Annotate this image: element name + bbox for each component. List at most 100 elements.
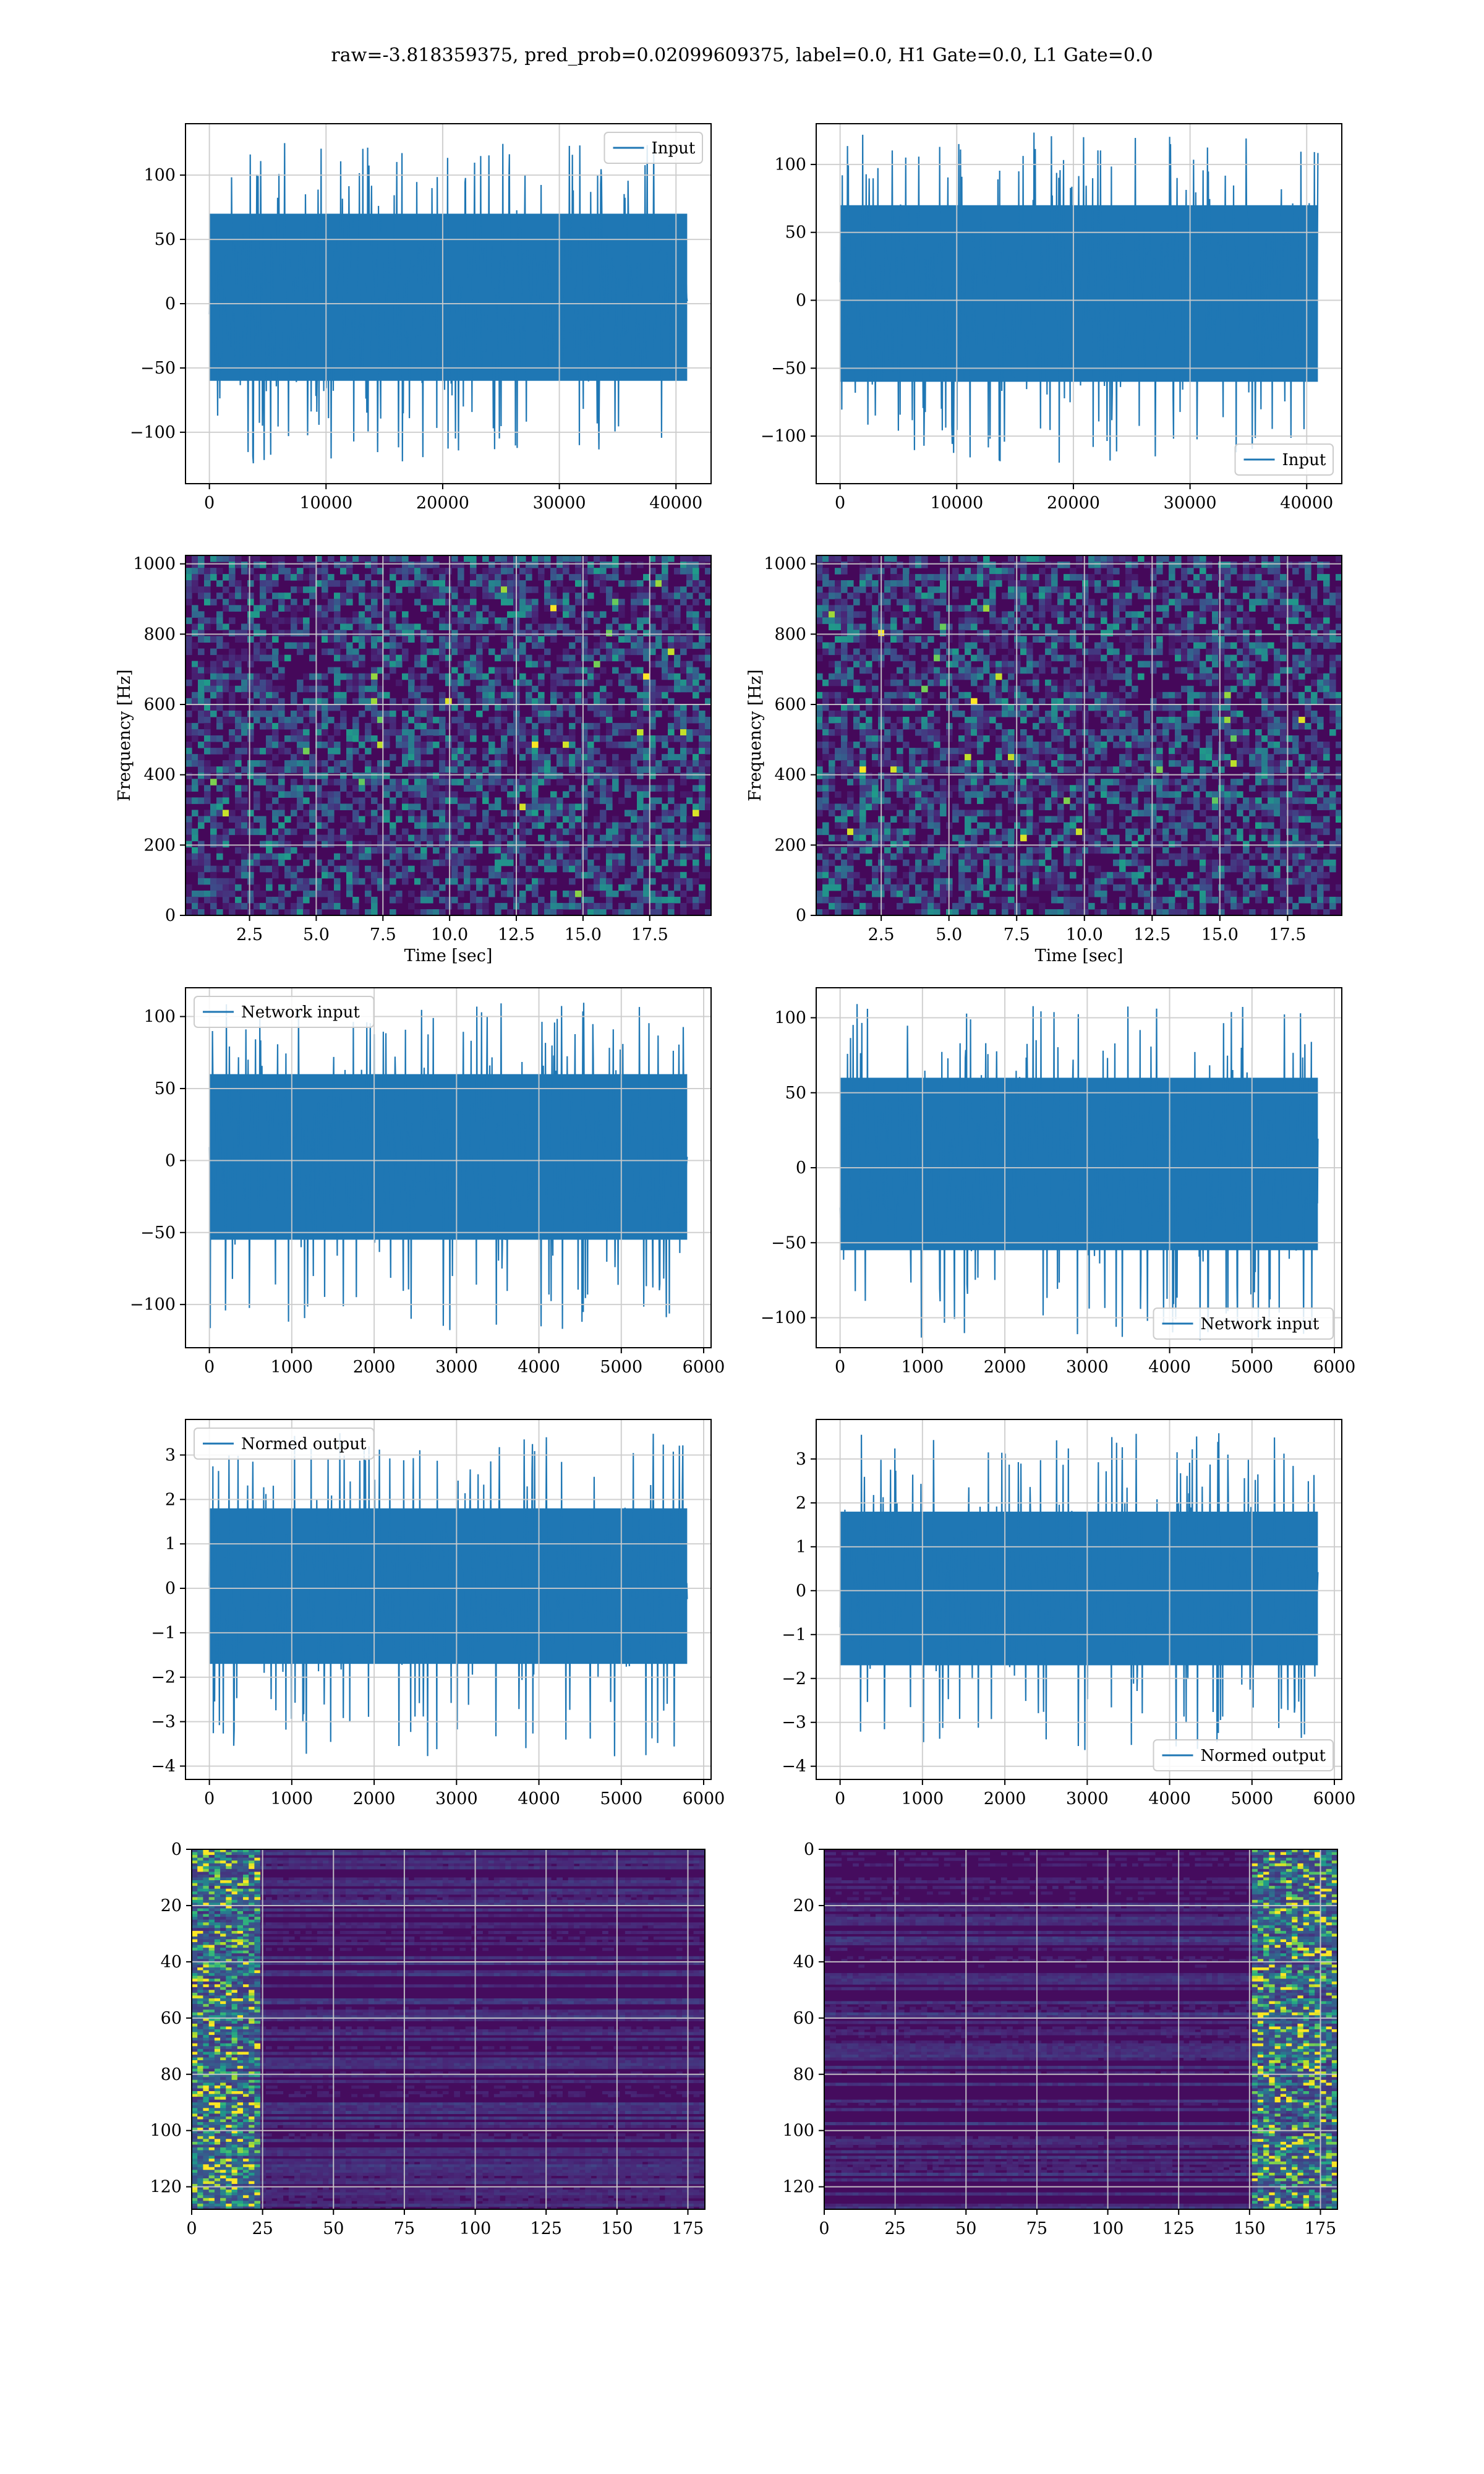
spectrogram-cell — [649, 722, 656, 730]
spectrogram-cell — [1070, 735, 1077, 742]
spectrogram-cell — [402, 878, 409, 885]
spectrogram-cell — [575, 748, 582, 755]
spectrogram-cell — [977, 580, 984, 587]
spectrogram-cell — [315, 611, 322, 618]
spectrogram-cell — [921, 785, 928, 792]
spectrogram-cell — [495, 909, 501, 915]
spectrogram-cell — [983, 636, 990, 643]
spectrogram-cell — [1187, 685, 1194, 693]
spectrogram-cell — [705, 909, 711, 915]
spectrogram-cell — [241, 859, 248, 867]
spectrogram-cell — [284, 593, 291, 599]
spectrogram-cell — [625, 722, 631, 730]
spectrogram-cell — [383, 580, 390, 587]
spectrogram-cell — [383, 661, 390, 668]
spectrogram-cell — [495, 704, 501, 711]
spectrogram-cell — [1243, 722, 1250, 730]
spectrogram-cell — [507, 685, 514, 693]
spectrogram-cell — [284, 716, 291, 724]
spectrogram-cell — [1255, 599, 1262, 606]
spectrogram-cell — [186, 593, 192, 599]
spectrogram-cell — [309, 810, 316, 816]
spectrogram-cell — [996, 691, 1002, 699]
spectrogram-cell — [575, 580, 582, 587]
spectrogram-cell — [872, 754, 879, 761]
spectrogram-cell — [563, 760, 569, 767]
spectrogram-cell — [507, 828, 514, 836]
spectrogram-cell — [427, 698, 433, 705]
spectrogram-cell — [1107, 574, 1114, 581]
spectrogram-cell — [371, 586, 378, 593]
spectrogram-cell — [575, 617, 582, 624]
spectrogram-cell — [1298, 760, 1305, 767]
spectrogram-cell — [705, 568, 711, 575]
spectrogram-cell — [1076, 623, 1083, 630]
spectrogram-cell — [532, 766, 539, 773]
spectrogram-cell — [377, 742, 384, 748]
spectrogram-cell — [1113, 654, 1120, 662]
spectrogram-cell — [439, 617, 446, 624]
spectrogram-cell — [396, 599, 403, 606]
spectrogram-cell — [829, 760, 835, 767]
spectrogram-cell — [581, 841, 588, 848]
spectrogram-cell — [934, 748, 940, 755]
spectrogram-cell — [414, 779, 421, 785]
spectrogram-cell — [1224, 754, 1231, 761]
spectrogram-cell — [216, 909, 223, 915]
spectrogram-cell — [322, 574, 328, 581]
spectrogram-cell — [847, 742, 854, 748]
spectrogram-cell — [934, 599, 940, 606]
spectrogram-cell — [229, 673, 236, 680]
spectrogram-cell — [291, 691, 297, 699]
spectrogram-cell — [1280, 580, 1287, 587]
spectrogram-cell — [699, 630, 706, 636]
spectrogram-cell — [1162, 735, 1169, 742]
spectrogram-cell — [377, 667, 384, 674]
spectrogram-cell — [1200, 580, 1206, 587]
spectrogram-cell — [420, 742, 427, 748]
spectrogram-cell — [841, 729, 848, 736]
spectrogram-cell — [235, 593, 242, 599]
spectrogram-cell — [1212, 698, 1219, 705]
spectrogram-cell — [204, 574, 211, 581]
spectrogram-cell — [266, 735, 273, 742]
spectrogram-cell — [612, 785, 619, 792]
spectrogram-cell — [1051, 704, 1058, 711]
spectrogram-cell — [668, 779, 675, 785]
spectrogram-cell — [612, 722, 619, 730]
spectrogram-cell — [278, 593, 285, 599]
spectrogram-cell — [989, 630, 996, 636]
spectrogram-cell — [1150, 661, 1157, 668]
spectrogram-cell — [1212, 605, 1219, 612]
spectrogram-cell — [495, 822, 501, 829]
spectrogram-cell — [983, 679, 990, 687]
spectrogram-cell — [643, 748, 650, 755]
spectrogram-cell — [909, 574, 916, 581]
spectrogram-cell — [1132, 562, 1138, 568]
spectrogram-cell — [872, 685, 879, 693]
spectrogram-cell — [680, 779, 687, 785]
spectrogram-cell — [606, 902, 613, 910]
spectrogram-cell — [458, 710, 464, 717]
spectrogram-cell — [1329, 661, 1336, 668]
spectrogram-cell — [377, 716, 384, 724]
spectrogram-cell — [1026, 661, 1033, 668]
spectrogram-cell — [458, 568, 464, 575]
spectrogram-cell — [235, 673, 242, 680]
spectrogram-cell — [612, 562, 619, 568]
spectrogram-cell — [847, 623, 854, 630]
spectrogram-cell — [223, 828, 229, 836]
spectrogram-cell — [668, 722, 675, 730]
spectrogram-cell — [705, 859, 711, 867]
spectrogram-cell — [346, 679, 353, 687]
spectrogram-cell — [519, 605, 526, 612]
spectrogram-cell — [575, 599, 582, 606]
spectrogram-cell — [927, 661, 934, 668]
spectrogram-cell — [532, 642, 539, 649]
spectrogram-cell — [915, 766, 922, 773]
spectrogram-cell — [507, 853, 514, 860]
spectrogram-cell — [495, 865, 501, 873]
spectrogram-cell — [693, 679, 699, 687]
spectrogram-cell — [501, 568, 508, 575]
spectrogram-cell — [934, 742, 940, 748]
